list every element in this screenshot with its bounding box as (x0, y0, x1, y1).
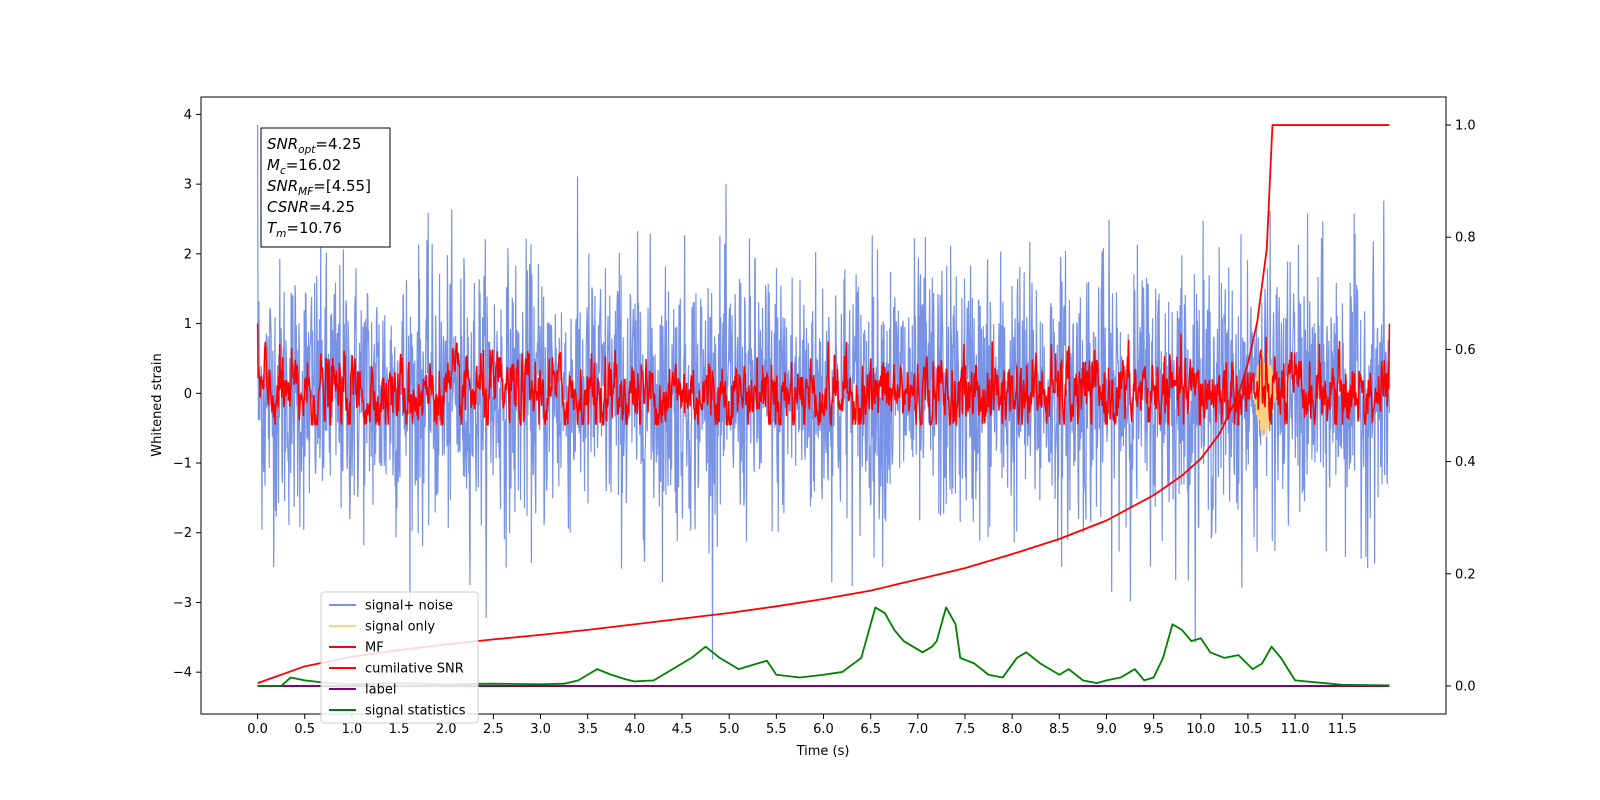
x-tick-label: 8.5 (1049, 722, 1070, 737)
x-tick-label: 4.0 (625, 722, 646, 737)
x-tick-label: 7.5 (955, 722, 976, 737)
y2-tick-label: 0.8 (1455, 231, 1476, 246)
y2-tick-label: 1.0 (1455, 119, 1476, 134)
y-axis-title: Whitened strain (150, 353, 165, 456)
x-tick-label: 10.0 (1186, 722, 1215, 737)
x-tick-label: 2.0 (436, 722, 457, 737)
series-signal-statistics (257, 606, 1390, 687)
x-tick-label: 8.0 (1002, 722, 1023, 737)
y-tick-label: −4 (173, 666, 192, 681)
y-tick-label: 4 (184, 108, 192, 123)
x-tick-label: 10.5 (1233, 722, 1262, 737)
legend-entry: cumilative SNR (365, 662, 464, 677)
x-tick-label: 4.5 (672, 722, 693, 737)
legend-entry: signal statistics (365, 704, 466, 719)
x-tick-label: 6.5 (860, 722, 881, 737)
legend-entry: MF (365, 641, 384, 656)
annotation-line: SNRMF=[4.55] (267, 177, 371, 198)
y-tick-label: −3 (173, 596, 192, 611)
y2-tick-label: 0.0 (1455, 679, 1476, 694)
x-tick-label: 9.0 (1096, 722, 1117, 737)
x-tick-label: 0.0 (247, 722, 268, 737)
y-tick-label: 3 (184, 178, 192, 193)
x-tick-label: 11.5 (1328, 722, 1357, 737)
y-tick-label: 1 (184, 317, 192, 332)
annotation-line: Tm=10.76 (267, 219, 342, 240)
legend-entry: label (365, 683, 396, 698)
y-tick-label: −2 (173, 526, 192, 541)
legend-entry: signal only (365, 620, 435, 635)
x-tick-label: 1.5 (389, 722, 410, 737)
y-tick-label: −1 (173, 457, 192, 472)
series-mf (256, 323, 1391, 427)
y2-tick-label: 0.2 (1455, 567, 1476, 582)
annotation-line: SNRopt=4.25 (267, 135, 361, 156)
x-tick-label: 6.0 (813, 722, 834, 737)
y-axis-right: 1.0 0.8 0.6 0.4 0.2 0.0 (1446, 119, 1476, 694)
x-axis-title: Time (s) (796, 744, 850, 759)
x-tick-label: 3.5 (577, 722, 598, 737)
x-tick-label: 11.0 (1281, 722, 1310, 737)
x-tick-label: 9.5 (1143, 722, 1164, 737)
y-axis-left: 4 3 2 1 0 −1 −2 −3 −4 (173, 108, 201, 681)
x-tick-label: 5.0 (719, 722, 740, 737)
x-tick-label: 3.0 (530, 722, 551, 737)
annotation-line: Mc=16.02 (267, 156, 341, 177)
annotation-box: SNRopt=4.25Mc=16.02SNRMF=[4.55]CSNR=4.25… (260, 127, 391, 248)
y2-tick-label: 0.4 (1455, 455, 1476, 470)
x-tick-label: 1.0 (342, 722, 363, 737)
annotation-line: CSNR=4.25 (267, 198, 355, 216)
legend-entry: signal+ noise (365, 599, 453, 614)
x-axis: 0.0 0.5 1.0 1.5 2.0 2.5 3.0 3.5 4.0 4.5 5.0 5.5 6.0 6… (247, 714, 1357, 737)
y-tick-label: 0 (184, 387, 192, 402)
x-tick-label: 7.0 (907, 722, 928, 737)
y2-tick-label: 0.6 (1455, 343, 1476, 358)
x-tick-label: 2.5 (483, 722, 504, 737)
x-tick-label: 5.5 (766, 722, 787, 737)
x-tick-label: 0.5 (294, 722, 315, 737)
y-tick-label: 2 (184, 247, 192, 262)
legend: signal+ noise signal only MF cumilative SNR… (320, 591, 479, 724)
